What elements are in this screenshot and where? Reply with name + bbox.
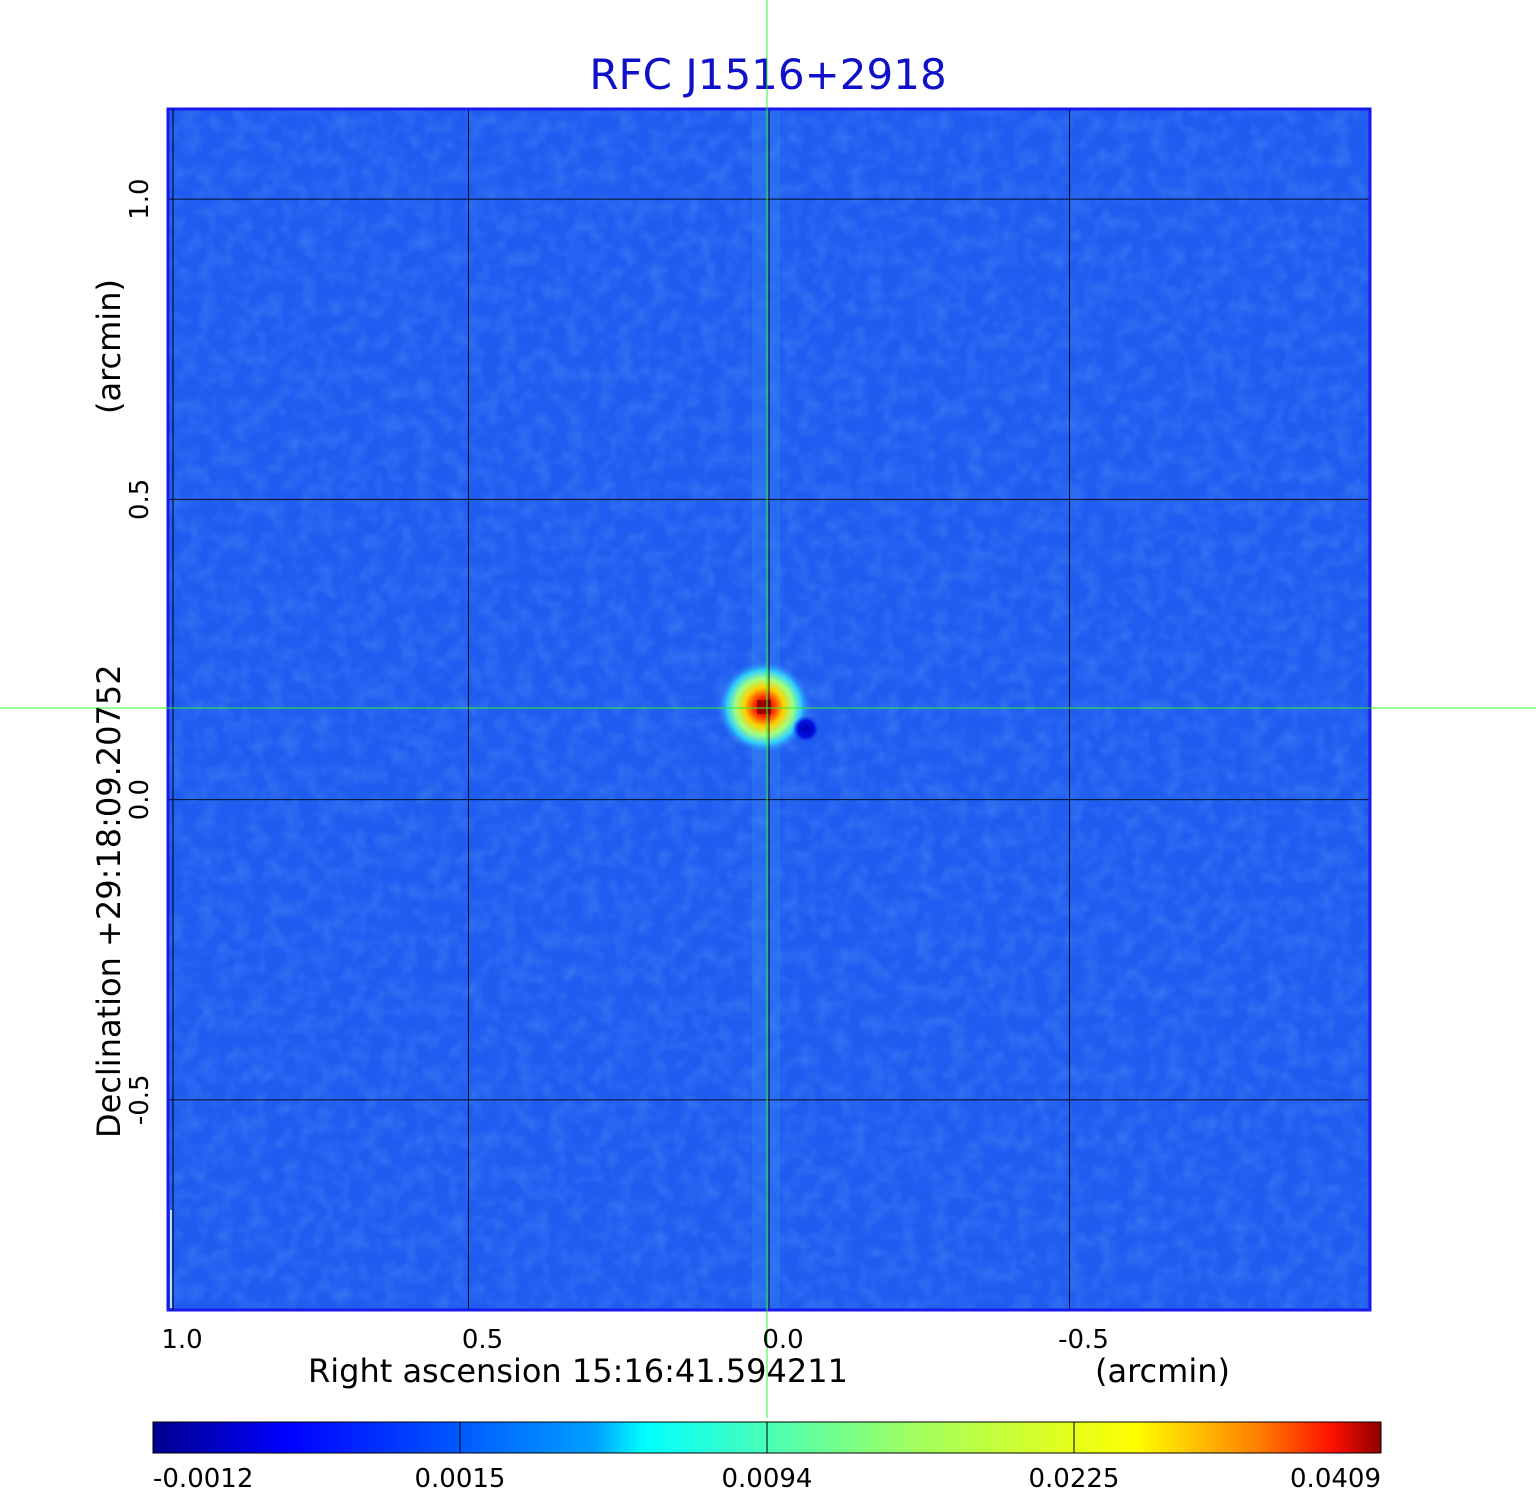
y-tick-label: 1.0 <box>125 178 155 219</box>
colorbar: -0.0012 0.0015 0.0094 0.0225 0.0409 <box>152 1421 1382 1494</box>
colorbar-tick-label: 0.0409 <box>1290 1464 1381 1494</box>
y-tick-label: 0.5 <box>125 479 155 520</box>
colorbar-tick-label: 0.0015 <box>415 1464 506 1494</box>
colorbar-tick-label: 0.0225 <box>1029 1464 1120 1494</box>
y-axis-unit: (arcmin) <box>90 279 128 414</box>
x-tick-label: -0.5 <box>1058 1325 1109 1355</box>
y-tick-label: -0.5 <box>125 1074 155 1125</box>
x-tick-labels: 1.0 0.5 0.0 -0.5 <box>161 1325 1109 1355</box>
colorbar-tick-label: -0.0012 <box>153 1464 253 1494</box>
plot-frame <box>166 107 1372 1312</box>
plot-title: RFC J1516+2918 <box>589 50 947 99</box>
x-tick-label: 1.0 <box>161 1325 202 1355</box>
x-tick-label: 0.5 <box>462 1325 503 1355</box>
grid-lines <box>168 109 1370 1310</box>
negative-sidelobe <box>792 715 820 743</box>
x-tick-label: 0.0 <box>762 1325 803 1355</box>
x-axis-label: Right ascension 15:16:41.594211 <box>308 1352 848 1390</box>
y-tick-label: 0.0 <box>125 779 155 820</box>
y-tick-labels: 1.0 0.5 0.0 -0.5 <box>125 178 155 1125</box>
y-axis-label: Declination +29:18:09.20752 <box>90 664 128 1138</box>
colorbar-tick-label: 0.0094 <box>722 1464 813 1494</box>
colorbar-ticks: -0.0012 0.0015 0.0094 0.0225 0.0409 <box>153 1422 1381 1494</box>
x-axis-unit: (arcmin) <box>1095 1352 1230 1390</box>
